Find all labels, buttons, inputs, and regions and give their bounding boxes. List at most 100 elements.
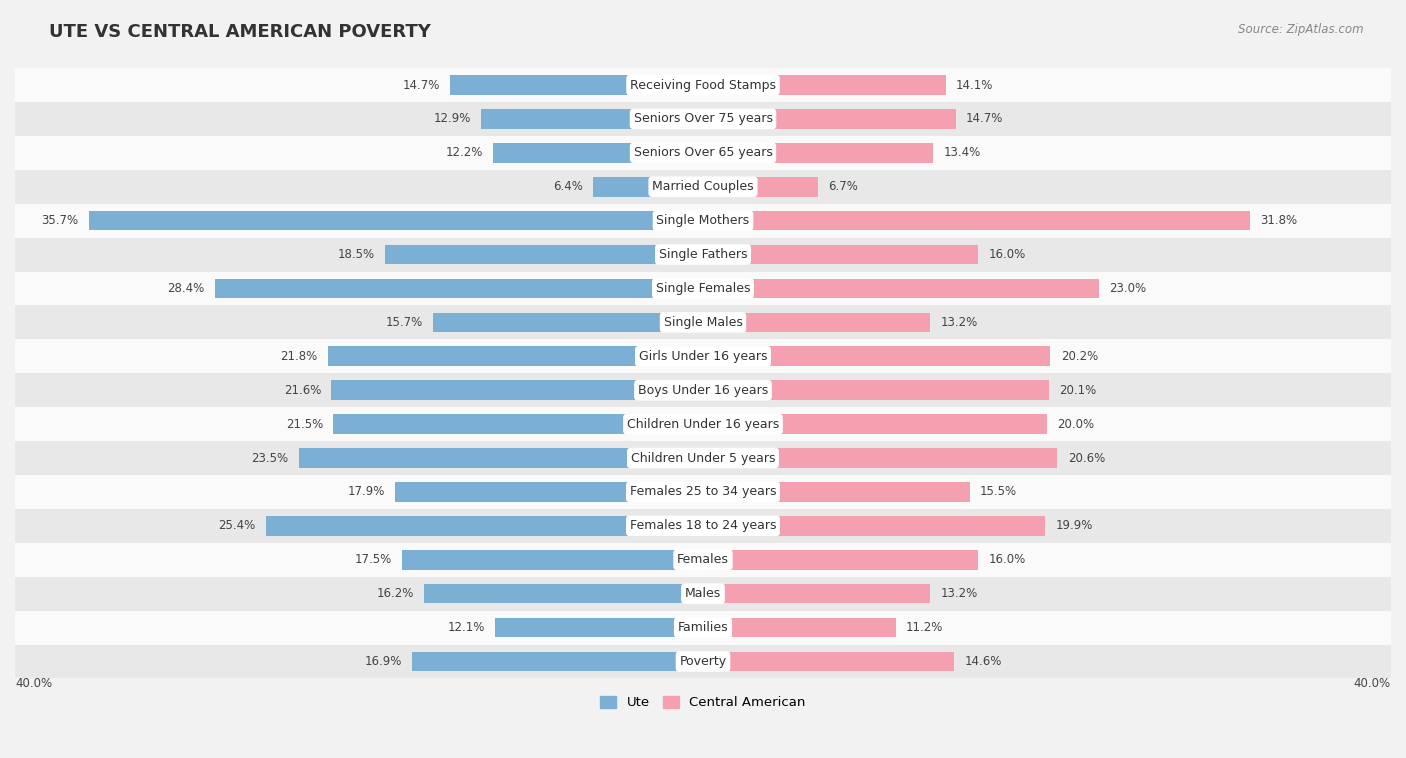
Bar [703, 346, 1050, 366]
Text: 12.1%: 12.1% [447, 621, 485, 634]
Bar [266, 516, 703, 536]
Text: 23.0%: 23.0% [1109, 282, 1146, 295]
Text: 16.0%: 16.0% [988, 553, 1026, 566]
Bar [395, 482, 703, 502]
Bar [412, 652, 703, 672]
Text: 17.5%: 17.5% [354, 553, 392, 566]
Text: 20.2%: 20.2% [1060, 349, 1098, 363]
Bar [703, 618, 896, 637]
Bar [703, 516, 1045, 536]
Text: 6.7%: 6.7% [828, 180, 859, 193]
Bar [703, 245, 979, 265]
Text: 16.2%: 16.2% [377, 587, 413, 600]
Text: Seniors Over 65 years: Seniors Over 65 years [634, 146, 772, 159]
Text: 40.0%: 40.0% [15, 678, 52, 691]
Bar [703, 381, 1049, 400]
Text: Children Under 16 years: Children Under 16 years [627, 418, 779, 431]
Text: Single Mothers: Single Mothers [657, 215, 749, 227]
Text: 14.7%: 14.7% [966, 112, 1004, 125]
Bar [15, 611, 1391, 644]
Text: 17.9%: 17.9% [347, 485, 385, 499]
Bar [15, 237, 1391, 271]
Bar [703, 584, 929, 603]
Text: 13.2%: 13.2% [941, 316, 977, 329]
Text: 21.6%: 21.6% [284, 384, 321, 396]
Text: 35.7%: 35.7% [42, 215, 79, 227]
Text: Source: ZipAtlas.com: Source: ZipAtlas.com [1239, 23, 1364, 36]
Bar [15, 271, 1391, 305]
Text: 28.4%: 28.4% [167, 282, 204, 295]
Text: 15.5%: 15.5% [980, 485, 1017, 499]
Text: 14.1%: 14.1% [956, 79, 993, 92]
Bar [402, 550, 703, 569]
Bar [333, 415, 703, 434]
Bar [450, 75, 703, 95]
Bar [494, 143, 703, 163]
Text: 23.5%: 23.5% [252, 452, 288, 465]
Text: 20.6%: 20.6% [1067, 452, 1105, 465]
Bar [299, 448, 703, 468]
Text: UTE VS CENTRAL AMERICAN POVERTY: UTE VS CENTRAL AMERICAN POVERTY [49, 23, 432, 41]
Text: Single Fathers: Single Fathers [659, 248, 747, 261]
Bar [15, 644, 1391, 678]
Text: Families: Families [678, 621, 728, 634]
Bar [15, 543, 1391, 577]
Text: Females 25 to 34 years: Females 25 to 34 years [630, 485, 776, 499]
Bar [703, 75, 945, 95]
Text: 14.6%: 14.6% [965, 655, 1002, 668]
Bar [703, 279, 1098, 299]
Bar [703, 312, 929, 332]
Bar [15, 475, 1391, 509]
Text: 16.9%: 16.9% [364, 655, 402, 668]
Bar [703, 177, 818, 196]
Text: 21.8%: 21.8% [280, 349, 318, 363]
Text: 12.9%: 12.9% [433, 112, 471, 125]
Bar [332, 381, 703, 400]
Text: 13.2%: 13.2% [941, 587, 977, 600]
Text: 40.0%: 40.0% [1354, 678, 1391, 691]
Text: Females 18 to 24 years: Females 18 to 24 years [630, 519, 776, 532]
Bar [703, 143, 934, 163]
Bar [89, 211, 703, 230]
Bar [215, 279, 703, 299]
Bar [15, 407, 1391, 441]
Text: Married Couples: Married Couples [652, 180, 754, 193]
Text: 20.1%: 20.1% [1059, 384, 1097, 396]
Text: 21.5%: 21.5% [285, 418, 323, 431]
Text: 15.7%: 15.7% [385, 316, 423, 329]
Bar [703, 550, 979, 569]
Text: 13.4%: 13.4% [943, 146, 981, 159]
Text: 18.5%: 18.5% [337, 248, 374, 261]
Bar [15, 373, 1391, 407]
Text: Poverty: Poverty [679, 655, 727, 668]
Text: Girls Under 16 years: Girls Under 16 years [638, 349, 768, 363]
Bar [15, 102, 1391, 136]
Bar [15, 340, 1391, 373]
Text: 6.4%: 6.4% [553, 180, 582, 193]
Bar [15, 441, 1391, 475]
Bar [15, 509, 1391, 543]
Bar [15, 305, 1391, 340]
Bar [703, 652, 955, 672]
Bar [703, 211, 1250, 230]
Bar [15, 170, 1391, 204]
Bar [15, 136, 1391, 170]
Bar [703, 448, 1057, 468]
Text: Boys Under 16 years: Boys Under 16 years [638, 384, 768, 396]
Bar [328, 346, 703, 366]
Text: 31.8%: 31.8% [1260, 215, 1298, 227]
Legend: Ute, Central American: Ute, Central American [595, 691, 811, 715]
Bar [15, 577, 1391, 611]
Bar [593, 177, 703, 196]
Text: Receiving Food Stamps: Receiving Food Stamps [630, 79, 776, 92]
Bar [15, 68, 1391, 102]
Text: Males: Males [685, 587, 721, 600]
Bar [425, 584, 703, 603]
Text: 11.2%: 11.2% [905, 621, 943, 634]
Text: Single Males: Single Males [664, 316, 742, 329]
Text: 25.4%: 25.4% [218, 519, 256, 532]
Bar [703, 109, 956, 129]
Bar [703, 415, 1047, 434]
Text: Females: Females [678, 553, 728, 566]
Bar [433, 312, 703, 332]
